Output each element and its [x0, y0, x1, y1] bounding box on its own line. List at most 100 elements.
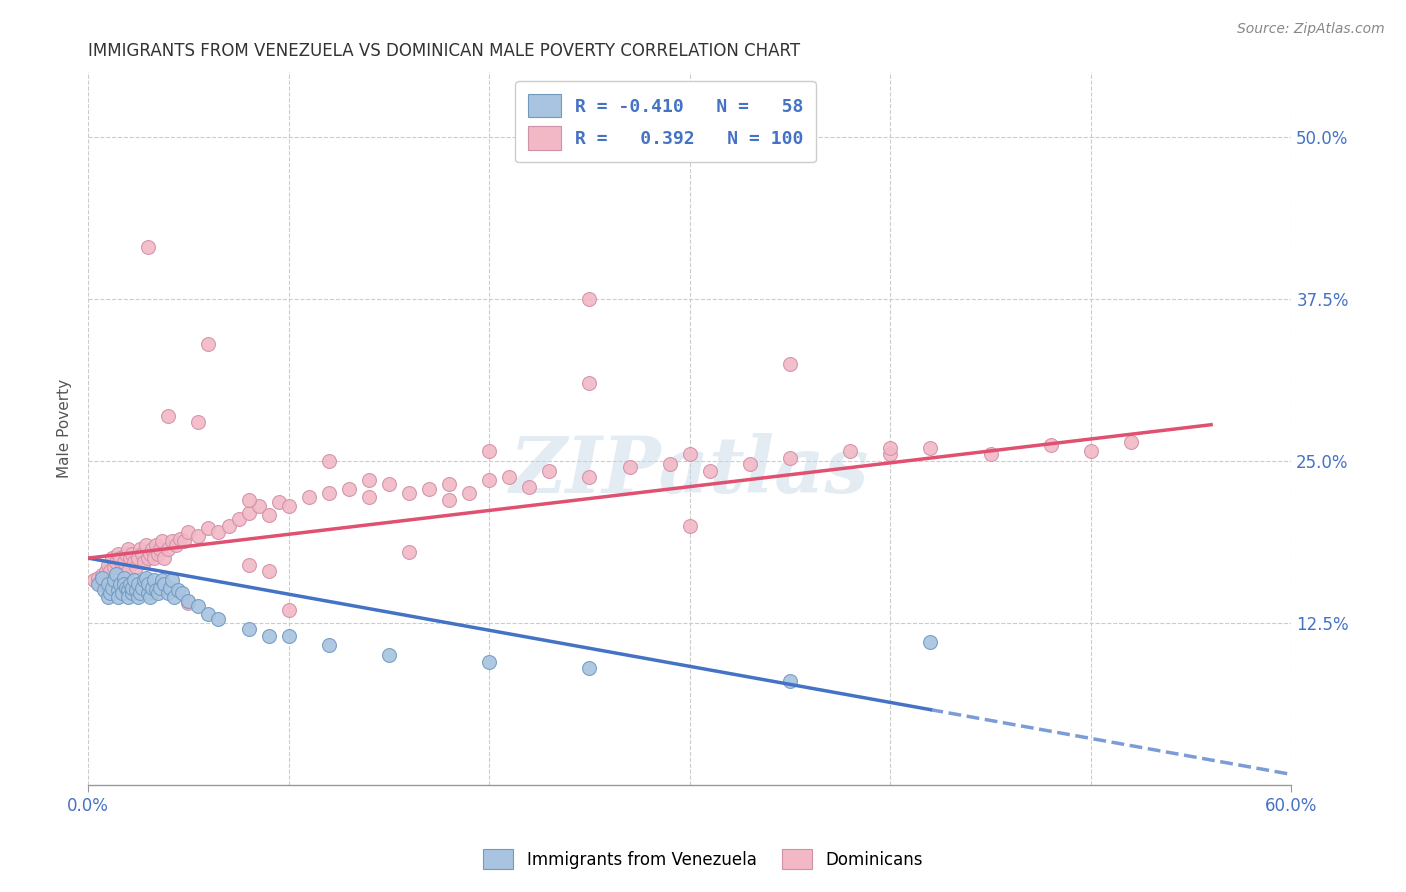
Point: [97, 558, 120, 572]
Y-axis label: Male Poverty: Male Poverty: [58, 379, 72, 478]
Point: [127, 577, 149, 591]
Point: [125, 583, 148, 598]
Point: [238, 506, 260, 520]
Point: [107, 547, 129, 561]
Point: [318, 638, 340, 652]
Point: [131, 547, 153, 561]
Point: [121, 586, 143, 600]
Point: [277, 629, 299, 643]
Point: [87, 570, 110, 584]
Point: [879, 441, 901, 455]
Point: [177, 525, 200, 540]
Point: [110, 577, 132, 591]
Point: [699, 464, 721, 478]
Point: [153, 577, 176, 591]
Point: [247, 500, 270, 514]
Point: [578, 661, 600, 675]
Point: [779, 357, 801, 371]
Point: [277, 500, 299, 514]
Point: [111, 560, 134, 574]
Point: [177, 594, 200, 608]
Point: [257, 508, 280, 523]
Legend: Immigrants from Venezuela, Dominicans: Immigrants from Venezuela, Dominicans: [474, 838, 932, 880]
Point: [127, 590, 149, 604]
Point: [177, 596, 200, 610]
Point: [658, 457, 681, 471]
Point: [125, 560, 148, 574]
Point: [87, 577, 110, 591]
Point: [107, 568, 129, 582]
Point: [97, 590, 120, 604]
Point: [1119, 434, 1142, 449]
Point: [93, 573, 115, 587]
Point: [141, 581, 163, 595]
Point: [779, 451, 801, 466]
Point: [197, 337, 219, 351]
Point: [165, 538, 187, 552]
Point: [318, 454, 340, 468]
Point: [111, 586, 134, 600]
Point: [129, 586, 152, 600]
Point: [218, 518, 240, 533]
Point: [121, 581, 143, 595]
Point: [121, 547, 143, 561]
Point: [1039, 438, 1062, 452]
Point: [162, 534, 184, 549]
Point: [478, 474, 501, 488]
Point: [129, 542, 152, 557]
Point: [538, 464, 561, 478]
Point: [228, 512, 250, 526]
Point: [207, 612, 229, 626]
Point: [149, 581, 172, 595]
Point: [136, 240, 159, 254]
Point: [197, 607, 219, 621]
Point: [517, 480, 540, 494]
Point: [131, 581, 153, 595]
Point: [498, 469, 520, 483]
Point: [91, 568, 114, 582]
Point: [96, 564, 118, 578]
Point: [980, 448, 1002, 462]
Point: [98, 586, 121, 600]
Point: [298, 490, 321, 504]
Point: [149, 542, 172, 557]
Point: [920, 441, 942, 455]
Point: [145, 538, 167, 552]
Point: [101, 581, 124, 595]
Point: [89, 577, 111, 591]
Text: IMMIGRANTS FROM VENEZUELA VS DOMINICAN MALE POVERTY CORRELATION CHART: IMMIGRANTS FROM VENEZUELA VS DOMINICAN M…: [89, 42, 800, 60]
Point: [619, 460, 641, 475]
Point: [135, 538, 157, 552]
Point: [105, 566, 128, 581]
Point: [139, 590, 162, 604]
Point: [134, 555, 156, 569]
Point: [187, 599, 209, 613]
Point: [107, 590, 129, 604]
Point: [143, 551, 166, 566]
Point: [458, 486, 481, 500]
Text: Source: ZipAtlas.com: Source: ZipAtlas.com: [1237, 22, 1385, 37]
Point: [187, 529, 209, 543]
Point: [143, 573, 166, 587]
Point: [1080, 443, 1102, 458]
Point: [93, 583, 115, 598]
Point: [136, 551, 159, 566]
Point: [267, 495, 290, 509]
Point: [238, 623, 260, 637]
Point: [120, 551, 142, 566]
Point: [83, 573, 105, 587]
Point: [112, 555, 135, 569]
Point: [738, 457, 761, 471]
Point: [98, 564, 121, 578]
Point: [115, 581, 138, 595]
Point: [91, 570, 114, 584]
Point: [162, 573, 184, 587]
Point: [879, 448, 901, 462]
Point: [920, 635, 942, 649]
Point: [478, 443, 501, 458]
Point: [173, 534, 195, 549]
Point: [398, 486, 420, 500]
Point: [136, 577, 159, 591]
Point: [124, 555, 146, 569]
Point: [117, 590, 139, 604]
